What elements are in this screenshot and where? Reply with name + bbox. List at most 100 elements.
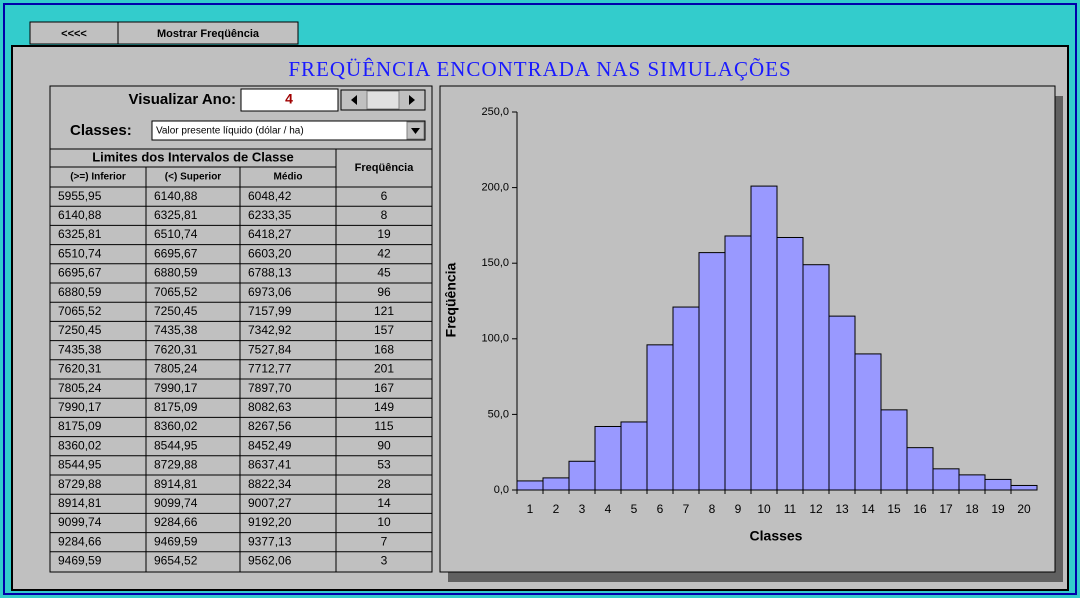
- freq-cell: 115: [374, 419, 393, 433]
- select-arrow: [411, 128, 420, 134]
- table-cell: 9007,27: [248, 496, 292, 510]
- bar: [750, 185, 778, 491]
- table-cell: 8822,34: [248, 477, 292, 491]
- table-cell: 7065,52: [58, 304, 102, 318]
- table-cell: 8267,56: [248, 419, 292, 433]
- subheader: (<) Superior: [165, 172, 222, 183]
- freq-cell: 96: [377, 285, 391, 299]
- freq-cell: 157: [374, 323, 394, 337]
- classes-select[interactable]: [151, 120, 426, 141]
- x-tick-label: 8: [709, 502, 716, 516]
- y-axis-label: Freqüência: [443, 262, 459, 337]
- bar: [620, 421, 648, 491]
- x-tick-label: 3: [579, 502, 586, 516]
- x-tick-label: 5: [631, 502, 638, 516]
- y-tick-label: 200,0: [481, 182, 509, 194]
- table-cell: 9099,74: [154, 496, 198, 510]
- freq-cell: 7: [381, 534, 388, 548]
- table-cell: 8729,88: [58, 477, 102, 491]
- x-tick-label: 12: [809, 502, 823, 516]
- table-cell: 9469,59: [154, 534, 198, 548]
- x-tick-label: 6: [657, 502, 664, 516]
- bar: [698, 252, 726, 491]
- table-cell: 8175,09: [58, 419, 102, 433]
- subheader: Médio: [274, 172, 303, 183]
- year-label: Visualizar Ano:: [128, 91, 236, 108]
- freq-cell: 168: [374, 342, 394, 356]
- bar: [828, 315, 856, 491]
- bar: [646, 344, 674, 491]
- freq-cell: 53: [377, 458, 391, 472]
- title: FREQÜÊNCIA ENCONTRADA NAS SIMULAÇÕES: [288, 57, 791, 81]
- freq-cell: 14: [377, 496, 391, 510]
- bar: [854, 353, 882, 491]
- table-cell: 8360,02: [58, 438, 102, 452]
- freq-header: Freqüência: [355, 162, 415, 174]
- table-cell: 6603,20: [248, 246, 292, 260]
- bar: [672, 306, 700, 491]
- bar: [880, 409, 908, 491]
- y-tick-label: 250,0: [481, 106, 509, 118]
- table-cell: 7435,38: [58, 342, 102, 356]
- table-cell: 6880,59: [58, 285, 102, 299]
- x-tick-label: 15: [887, 502, 901, 516]
- table-cell: 7065,52: [154, 285, 198, 299]
- table-cell: 8360,02: [154, 419, 198, 433]
- group-header: Limites dos Intervalos de Classe: [92, 149, 294, 164]
- scroll-thumb[interactable]: [366, 90, 400, 110]
- x-axis-label: Classes: [750, 528, 803, 544]
- table-cell: 8082,63: [248, 400, 292, 414]
- table-cell: 7250,45: [58, 323, 102, 337]
- table-cell: 6325,81: [154, 208, 198, 222]
- x-tick-label: 13: [835, 502, 849, 516]
- bar: [776, 236, 804, 491]
- freq-button-label: Mostrar Freqüência: [157, 28, 260, 40]
- table-cell: 7157,99: [248, 304, 292, 318]
- table-cell: 7990,17: [58, 400, 102, 414]
- table-cell: 6695,67: [58, 266, 102, 280]
- table-cell: 8544,95: [58, 458, 102, 472]
- table-cell: 9377,13: [248, 534, 292, 548]
- table-cell: 9192,20: [248, 515, 292, 529]
- table-cell: 6140,88: [154, 189, 198, 203]
- bar: [958, 474, 986, 491]
- table-cell: 9654,52: [154, 554, 198, 568]
- table-cell: 9284,66: [58, 534, 102, 548]
- table-cell: 7712,77: [248, 362, 292, 376]
- year-value: 4: [285, 91, 293, 107]
- year-input[interactable]: [240, 88, 339, 112]
- table-cell: 7342,92: [248, 323, 292, 337]
- bar: [594, 425, 622, 491]
- table-cell: 8637,41: [248, 458, 292, 472]
- table-cell: 9099,74: [58, 515, 102, 529]
- table-cell: 9469,59: [58, 554, 102, 568]
- table-cell: 7527,84: [248, 342, 292, 356]
- table-cell: 7805,24: [154, 362, 198, 376]
- table-cell: 9562,06: [248, 554, 292, 568]
- table-cell: 7897,70: [248, 381, 292, 395]
- back-button-label: <<<<: [61, 28, 87, 40]
- x-tick-label: 4: [605, 502, 612, 516]
- bar: [542, 477, 570, 491]
- table-cell: 6695,67: [154, 246, 198, 260]
- freq-cell: 6: [381, 189, 388, 203]
- freq-cell: 42: [377, 246, 391, 260]
- table-cell: 8175,09: [154, 400, 198, 414]
- x-tick-label: 10: [757, 502, 771, 516]
- freq-cell: 28: [377, 477, 391, 491]
- table-cell: 6973,06: [248, 285, 292, 299]
- x-tick-label: 17: [939, 502, 953, 516]
- y-tick-label: 150,0: [481, 257, 509, 269]
- table-cell: 8914,81: [58, 496, 102, 510]
- freq-button[interactable]: [117, 21, 299, 45]
- y-tick-label: 0,0: [494, 484, 509, 496]
- table-cell: 6048,42: [248, 189, 292, 203]
- freq-cell: 149: [374, 400, 394, 414]
- freq-cell: 3: [381, 554, 388, 568]
- table-cell: 5955,95: [58, 189, 102, 203]
- table-cell: 7620,31: [154, 342, 198, 356]
- freq-cell: 201: [374, 362, 394, 376]
- freq-cell: 10: [377, 515, 391, 529]
- table-cell: 6233,35: [248, 208, 292, 222]
